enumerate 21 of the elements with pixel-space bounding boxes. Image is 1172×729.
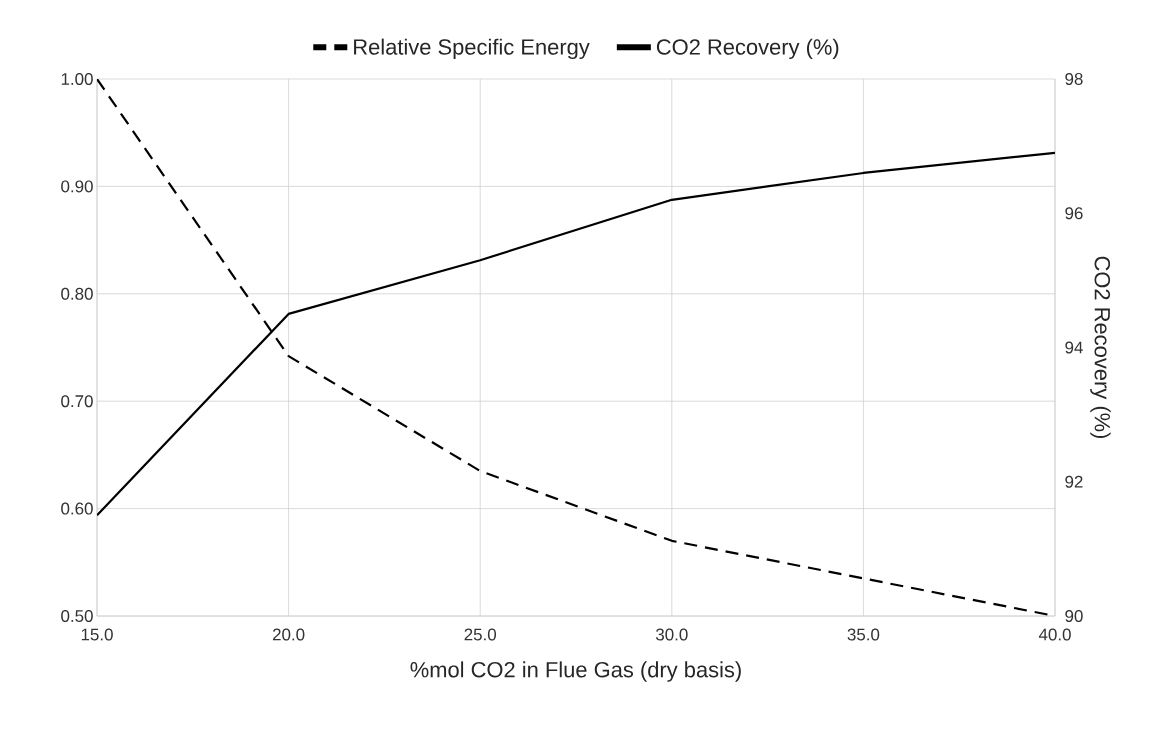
legend-label: CO2 Recovery (%) [656,38,839,60]
y-tick-label: 0.60 [61,502,93,515]
y-tick-label: 1.00 [61,73,93,85]
y-tick-label: 0.70 [61,395,93,408]
y-tick-label: 0.90 [61,180,93,193]
y2-tick-label: 94 [1065,341,1083,354]
x-tick-label: 30.0 [655,628,688,641]
legend-label: Relative Specific Energy [354,38,590,60]
y-tick-label: 0.80 [61,287,93,300]
y2-tick-label: 90 [1065,610,1083,622]
y2-axis-title: CO2 Recovery (%) [1090,256,1111,439]
y-tick-label: 0.50 [61,610,93,622]
x-tick-label: 25.0 [464,628,497,641]
y2-tick-label: 98 [1065,72,1083,85]
x-tick-label: 15.0 [81,628,113,641]
x-tick-label: 20.0 [272,628,305,641]
x-tick-label: 35.0 [847,628,880,641]
x-tick-label: 40.0 [1038,628,1071,641]
y2-tick-label: 92 [1065,475,1083,488]
y2-tick-label: 96 [1065,207,1083,220]
x-axis-title: %mol CO2 in Flue Gas (dry basis) [410,661,741,682]
